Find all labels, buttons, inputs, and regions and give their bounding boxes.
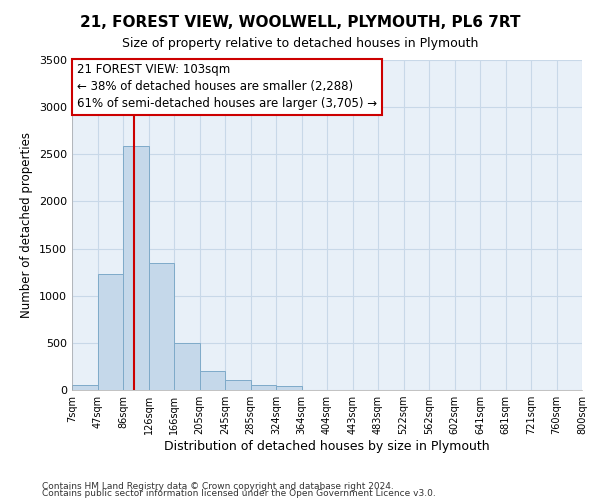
Text: 21, FOREST VIEW, WOOLWELL, PLYMOUTH, PL6 7RT: 21, FOREST VIEW, WOOLWELL, PLYMOUTH, PL6… [80,15,520,30]
Text: Contains public sector information licensed under the Open Government Licence v3: Contains public sector information licen… [42,490,436,498]
Text: 21 FOREST VIEW: 103sqm
← 38% of detached houses are smaller (2,288)
61% of semi-: 21 FOREST VIEW: 103sqm ← 38% of detached… [77,64,377,110]
Bar [174,343,199,390]
Bar [72,385,97,390]
Bar [123,146,149,390]
X-axis label: Distribution of detached houses by size in Plymouth: Distribution of detached houses by size … [164,440,490,453]
Y-axis label: Number of detached properties: Number of detached properties [20,132,34,318]
Bar [97,274,123,390]
Text: Contains HM Land Registry data © Crown copyright and database right 2024.: Contains HM Land Registry data © Crown c… [42,482,394,491]
Bar [276,386,302,390]
Bar [149,262,174,390]
Bar [199,371,225,390]
Text: Size of property relative to detached houses in Plymouth: Size of property relative to detached ho… [122,38,478,51]
Bar [251,385,276,390]
Bar [225,380,251,390]
